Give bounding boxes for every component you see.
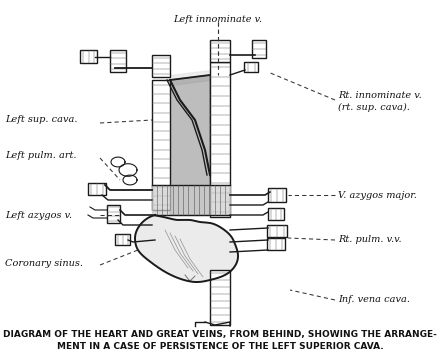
Text: Coronary sinus.: Coronary sinus.: [5, 258, 83, 267]
Text: Left azygos v.: Left azygos v.: [5, 210, 72, 219]
Bar: [152, 55, 170, 77]
Text: Left innominate v.: Left innominate v.: [173, 15, 263, 24]
Bar: [267, 238, 285, 250]
Text: DIAGRAM OF THE HEART AND GREAT VEINS, FROM BEHIND, SHOWING THE ARRANGE-: DIAGRAM OF THE HEART AND GREAT VEINS, FR…: [3, 330, 437, 339]
Text: V. azygos major.: V. azygos major.: [338, 191, 417, 200]
Text: Rt. pulm. v.v.: Rt. pulm. v.v.: [338, 236, 402, 244]
Bar: [244, 62, 258, 72]
Polygon shape: [152, 185, 230, 215]
Bar: [152, 80, 170, 210]
Text: Left pulm. art.: Left pulm. art.: [5, 150, 77, 159]
Text: Left sup. cava.: Left sup. cava.: [5, 116, 77, 125]
Bar: [115, 234, 130, 245]
Bar: [268, 208, 284, 220]
Bar: [110, 50, 126, 72]
Text: (rt. sup. cava).: (rt. sup. cava).: [338, 102, 410, 112]
Text: Rt. innominate v.: Rt. innominate v.: [338, 90, 422, 99]
Bar: [88, 183, 106, 195]
Bar: [267, 225, 287, 237]
Bar: [268, 188, 286, 202]
Bar: [80, 50, 97, 63]
Polygon shape: [135, 215, 238, 282]
Polygon shape: [170, 75, 210, 215]
Bar: [210, 40, 230, 62]
Bar: [210, 62, 230, 217]
Text: MENT IN A CASE OF PERSISTENCE OF THE LEFT SUPERIOR CAVA.: MENT IN A CASE OF PERSISTENCE OF THE LEF…: [57, 342, 383, 351]
Text: Inf. vena cava.: Inf. vena cava.: [338, 295, 410, 304]
Bar: [210, 270, 230, 325]
Bar: [252, 40, 266, 58]
Bar: [107, 205, 120, 223]
